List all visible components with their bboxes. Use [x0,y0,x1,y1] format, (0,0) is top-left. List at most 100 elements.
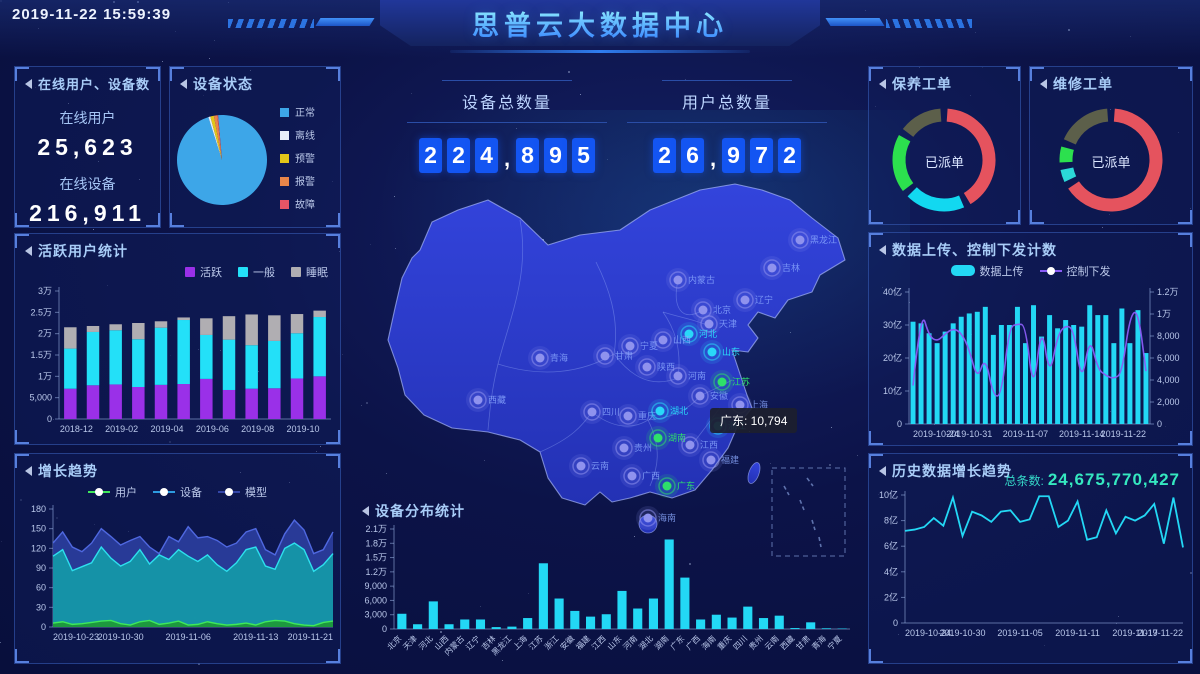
bar-segment[interactable] [222,316,236,340]
pie-slice[interactable] [213,115,222,160]
donut-segment[interactable] [907,186,965,212]
bar[interactable] [1031,305,1037,424]
map-marker-山东[interactable]: 山东 [700,340,740,364]
bar[interactable] [974,311,980,424]
marker-dot[interactable] [673,371,683,381]
bar[interactable] [910,321,916,424]
bar[interactable] [428,601,438,629]
map-marker-广西[interactable]: 广西 [620,464,660,488]
map-marker-重庆[interactable]: 重庆 [616,404,656,428]
map-marker-天津[interactable]: 天津 [697,312,737,336]
bar[interactable] [680,577,690,629]
bar[interactable] [475,619,486,629]
marker-dot[interactable] [653,433,663,443]
bar-segment[interactable] [86,331,100,386]
bar-segment[interactable] [154,384,168,419]
bar[interactable] [617,590,627,629]
marker-dot[interactable] [735,400,745,410]
maintenance-donut-chart[interactable] [869,96,1020,226]
marker-dot[interactable] [587,407,597,417]
pie-slice[interactable] [217,115,222,160]
legend-item[interactable]: 报警 [280,173,315,188]
bar[interactable] [1006,325,1012,424]
donut-segment[interactable] [1059,146,1074,163]
bar[interactable] [926,333,932,424]
area-fill[interactable] [53,620,333,627]
bar[interactable] [821,628,831,629]
marker-dot[interactable] [795,235,805,245]
pie-slice[interactable] [210,115,222,160]
bar-segment[interactable] [154,327,168,385]
marker-dot[interactable] [698,305,708,315]
marker-dot[interactable] [625,341,635,351]
map-marker-江苏[interactable]: 江苏 [710,370,750,394]
legend-item[interactable]: 活跃 [185,264,222,280]
bar[interactable] [806,622,816,629]
legend-item[interactable]: 睡眠 [291,264,328,280]
bar[interactable] [696,619,706,629]
marker-dot[interactable] [706,455,716,465]
marker-dot[interactable] [658,335,668,345]
bar-segment[interactable] [86,325,100,332]
pie-slice[interactable] [208,116,222,160]
map-marker-海南[interactable]: 海南 [636,506,676,530]
bar[interactable] [1143,353,1149,424]
bar[interactable] [982,306,988,424]
bar[interactable] [601,614,611,629]
bar-segment[interactable] [177,317,190,321]
bar[interactable] [444,624,454,629]
bar-segment[interactable] [313,376,326,419]
bar[interactable] [538,563,548,629]
bar[interactable] [507,626,517,629]
legend-item[interactable]: 离线 [280,127,315,142]
marker-dot[interactable] [707,347,717,357]
donut-segment[interactable] [1063,108,1109,145]
marker-dot[interactable] [717,377,727,387]
bar[interactable] [523,618,533,629]
bar[interactable] [1111,343,1117,424]
bar-segment[interactable] [222,389,236,419]
marker-dot[interactable] [673,275,683,285]
bar[interactable] [1022,343,1028,424]
device-status-pie-chart[interactable] [170,96,278,218]
map-marker-西藏[interactable]: 西藏 [466,388,506,412]
bar[interactable] [958,316,964,424]
marker-dot[interactable] [627,471,637,481]
bar[interactable] [998,325,1004,424]
map-marker-福建[interactable]: 福建 [699,448,739,472]
bar[interactable] [918,323,924,424]
bar[interactable] [942,331,948,424]
bar-segment[interactable] [222,339,236,390]
bar-segment[interactable] [86,385,100,419]
bar[interactable] [570,610,580,629]
bar[interactable] [790,628,800,629]
bar-segment[interactable] [132,387,145,419]
marker-dot[interactable] [695,391,705,401]
bar[interactable] [774,615,784,629]
marker-dot[interactable] [600,351,610,361]
marker-dot[interactable] [642,362,652,372]
bar-segment[interactable] [109,330,122,385]
marker-dot[interactable] [740,295,750,305]
donut-segment[interactable] [902,108,942,138]
repair-donut-chart[interactable] [1030,96,1192,226]
device-distribution-chart[interactable]: 03,0006,0009,0001.2万1.5万1.8万2.1万北京天津河北山西… [356,523,858,673]
bar[interactable] [1095,315,1101,424]
marker-dot[interactable] [623,411,633,421]
bar-segment[interactable] [154,321,168,328]
map-marker-黑龙江[interactable]: 黑龙江 [788,228,837,252]
active-users-chart[interactable]: 0 5,000 1万 1.5万 2万 2.5万 3万 2018-12 2019-02 2019-0… [15,281,340,449]
bar[interactable] [1103,315,1109,424]
bar-segment[interactable] [290,314,304,334]
bar-segment[interactable] [290,378,304,419]
bar[interactable] [1079,326,1085,424]
bar-segment[interactable] [64,388,77,419]
bar-segment[interactable] [64,327,77,349]
history-line[interactable] [904,494,1184,548]
bar[interactable] [743,606,753,629]
legend-item[interactable]: 模型 [218,484,267,500]
map-marker-广东[interactable]: 广东 [655,474,695,498]
map-marker-陕西[interactable]: 陕西 [635,355,675,379]
bar-segment[interactable] [313,310,326,318]
